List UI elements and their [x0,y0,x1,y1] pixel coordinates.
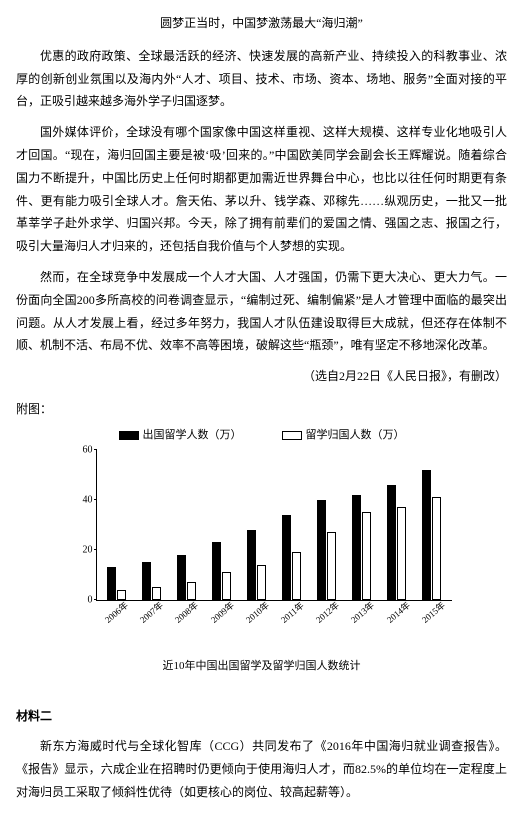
bar-solid [352,495,361,600]
bar-chart: 出国留学人数（万） 留学归国人数（万） 0204060 2006年2007年20… [72,425,452,677]
x-tick-label: 2006年 [101,597,133,628]
bar-solid [177,555,186,600]
bar-solid [387,485,396,600]
bar-pair [137,562,165,600]
legend-item-hollow: 留学归国人数（万） [282,425,405,446]
bar-solid [422,470,431,600]
bar-solid [142,562,151,600]
x-tick-label: 2008年 [171,597,203,628]
legend-swatch-solid [119,431,139,440]
x-tick-label: 2014年 [383,597,415,628]
y-tick-label: 0 [73,590,93,609]
attachment-label: 附图： [16,398,507,421]
material-2-paragraph: 新东方海威时代与全球化智库（CCG）共同发布了《2016年中国海归就业调查报告》… [16,735,507,803]
x-tick-label: 2012年 [312,597,344,628]
bar-hollow [362,512,371,600]
bar-pair [207,542,235,600]
x-tick-label: 2015年 [418,597,450,628]
bar-solid [317,500,326,600]
y-tick-label: 20 [73,540,93,559]
bar-pair [313,500,341,600]
bar-pair [242,530,270,600]
bar-hollow [327,532,336,600]
paragraph-3: 然而，在全球竞争中发展成一个人才大国、人才强国，仍需下更大决心、更大力气。一份面… [16,266,507,357]
bar-pair [278,515,306,600]
bar-solid [282,515,291,600]
y-tick-label: 40 [73,490,93,509]
x-tick-label: 2010年 [242,597,274,628]
x-tick-label: 2011年 [277,597,309,628]
bar-hollow [292,552,301,600]
bar-hollow [397,507,406,600]
chart-plot-area: 0204060 [96,450,452,601]
legend-swatch-hollow [282,431,302,440]
chart-title: 近10年中国出国留学及留学归国人数统计 [72,656,452,677]
bar-hollow [257,565,266,600]
legend-item-solid: 出国留学人数（万） [119,425,242,446]
chart-x-labels: 2006年2007年2008年2009年2010年2011年2012年2013年… [96,601,452,632]
x-tick-label: 2007年 [136,597,168,628]
y-tick-mark [94,549,97,550]
bar-pair [102,567,130,600]
bar-pair [172,555,200,600]
paragraph-1: 优惠的政府政策、全球最活跃的经济、快速发展的高新产业、持续投入的科教事业、浓厚的… [16,45,507,113]
bar-pair [418,470,446,600]
x-tick-label: 2009年 [207,597,239,628]
material-2-heading: 材料二 [16,705,507,728]
bar-pair [348,495,376,600]
article-title: 圆梦正当时，中国梦激荡最大“海归潮” [16,12,507,35]
y-tick-mark [94,499,97,500]
source-line: （选自2月22日《人民日报》，有删改） [16,365,507,388]
x-tick-label: 2013年 [347,597,379,628]
y-tick-mark [94,449,97,450]
bar-hollow [432,497,441,600]
legend-label-solid: 出国留学人数（万） [143,425,242,446]
bar-solid [247,530,256,600]
y-tick-mark [94,599,97,600]
bar-solid [107,567,116,600]
bar-pair [383,485,411,600]
bar-solid [212,542,221,600]
legend-label-hollow: 留学归国人数（万） [306,425,405,446]
y-tick-label: 60 [73,440,93,459]
paragraph-2: 国外媒体评价，全球没有哪个国家像中国这样重视、这样大规模、这样专业化地吸引人才回… [16,121,507,258]
chart-legend: 出国留学人数（万） 留学归国人数（万） [72,425,452,446]
bar-hollow [222,572,231,600]
